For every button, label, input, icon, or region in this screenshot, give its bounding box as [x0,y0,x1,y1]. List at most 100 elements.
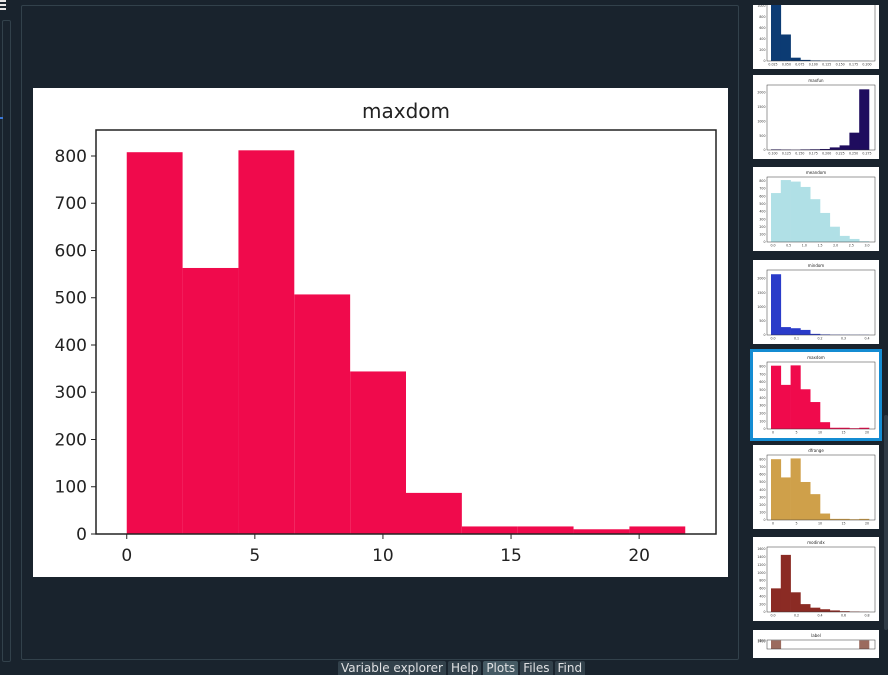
thumbnail-bar [840,145,850,150]
thumbnail-y-tick: 0 [763,240,765,244]
histogram-bar [406,493,462,534]
thumbnail-y-tick: 400 [759,594,765,598]
tab-plots[interactable]: Plots [483,661,518,675]
thumbnail-x-tick: 0.225 [836,152,845,156]
tab-help[interactable]: Help [448,661,481,675]
y-tick-label: 500 [55,289,87,309]
thumbnail-y-tick: 2000 [757,90,765,94]
thumbnail-y-tick: 1000 [757,571,765,575]
thumbnail-y-tick: 1600 [757,638,765,642]
thumbnail-x-tick: 20 [865,522,869,526]
thumbnail-bar [820,422,830,429]
thumbnail-x-tick: 10 [818,522,822,526]
thumbnail-y-tick: 400 [759,488,765,492]
tab-variable-explorer[interactable]: Variable explorer [338,661,446,675]
thumbnail-y-tick: 800 [759,15,765,19]
thumbnail-y-tick: 700 [759,187,765,191]
histogram-bar [294,294,350,534]
thumbnail-y-tick: 600 [759,587,765,591]
thumbnail-x-tick: 0.050 [782,63,791,67]
thumbnail-x-tick: 15 [841,431,845,435]
thumbnail-x-tick: 0.5 [786,244,791,248]
histogram-bar [350,371,406,534]
tab-files[interactable]: Files [520,661,552,675]
thumbnail-y-tick: 600 [759,380,765,384]
thumbnail-scrollbar[interactable] [884,415,888,630]
thumbnail-y-tick: 0 [763,333,765,337]
thumbnail-y-tick: 300 [759,217,765,221]
left-panel-edge [2,20,11,662]
y-tick-label: 600 [55,241,87,261]
thumbnail-x-tick: 0.250 [849,152,858,156]
thumbnail-y-tick: 0 [763,518,765,522]
x-tick-label: 20 [628,546,650,566]
thumbnail-x-tick: 10 [818,431,822,435]
thumbnail-frame [767,270,875,335]
histogram-bar [238,150,294,534]
y-tick-label: 100 [55,478,87,498]
thumbnail-x-tick: 0.175 [809,152,818,156]
thumbnail-x-tick: 0.2 [794,614,799,618]
thumbnail-y-tick: 800 [759,579,765,583]
y-tick-label: 200 [55,430,87,450]
thumbnail-x-tick: 0.100 [809,63,818,67]
thumbnail-bar [849,239,859,242]
thumbnail-x-tick: 3.0 [864,244,869,248]
thumbnail-x-tick: 2.5 [849,244,854,248]
thumbnail-title: meandom [806,170,826,175]
thumbnail-bar [810,199,820,242]
thumbnail-x-tick: 20 [865,431,869,435]
thumbnail-x-tick: 0.4 [864,337,869,341]
thumbnail-x-tick: 0.125 [782,152,791,156]
thumbnail-bar [781,477,791,520]
thumbnail-x-tick: 0.275 [862,152,871,156]
x-tick-label: 0 [121,546,132,566]
thumbnail-x-tick: 5 [795,431,797,435]
thumbnail-bar [791,328,801,335]
thumbnail-bar [859,640,869,649]
thumbnail-bar [781,180,791,242]
thumbnail-x-tick: 0.100 [768,152,777,156]
thumbnail-x-tick: 1.5 [817,244,822,248]
thumbnail-title: label [811,633,821,638]
thumbnail-y-tick: 1000 [757,119,765,123]
thumbnail-y-tick: 100 [759,233,765,237]
thumbnail-x-tick: 2.0 [833,244,838,248]
thumbnail-y-tick: 700 [759,372,765,376]
thumbnail-x-tick: 0.8 [864,614,869,618]
thumbnail-bar [859,89,869,150]
hamburger-icon[interactable] [0,0,6,10]
left-panel-marker [0,117,3,119]
thumbnail-y-tick: 700 [759,465,765,469]
thumbnail-x-tick: 0.175 [849,63,858,67]
thumbnail-bar [771,5,781,61]
thumbnail-x-tick: 0.025 [768,63,777,67]
thumbnail-y-tick: 800 [759,179,765,183]
thumbnail-bar [791,182,801,242]
thumbnail-y-tick: 200 [759,412,765,416]
tab-find[interactable]: Find [555,661,586,675]
thumbnail-x-tick: 0 [772,431,774,435]
bottom-tab-bar: Variable explorer Help Plots Files Find [338,661,585,672]
thumbnail-x-tick: 0.075 [795,63,804,67]
thumbnail-y-tick: 1200 [757,563,765,567]
thumbnail-y-tick: 600 [759,473,765,477]
thumbnail-bar [771,459,781,520]
thumbnail-x-tick: 0.200 [862,63,871,67]
histogram-bar [629,526,685,534]
